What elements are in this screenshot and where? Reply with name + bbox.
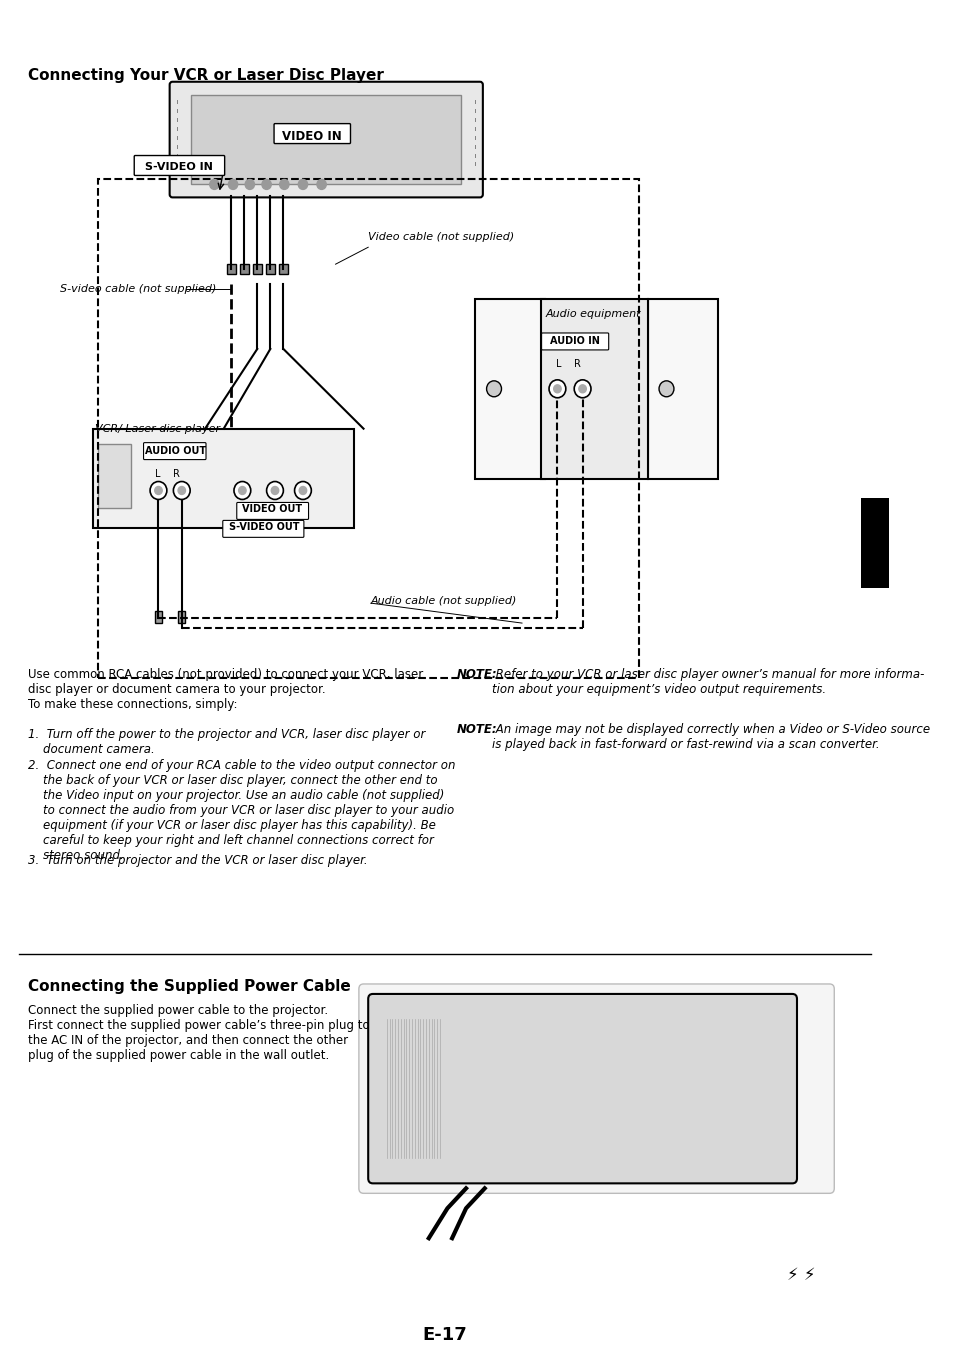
Text: Audio equipment: Audio equipment <box>545 309 640 319</box>
Circle shape <box>245 179 254 190</box>
Text: ⚡ ⚡: ⚡ ⚡ <box>786 1266 815 1285</box>
FancyBboxPatch shape <box>541 333 608 350</box>
FancyBboxPatch shape <box>143 442 206 460</box>
Text: VCR/ Laser disc player: VCR/ Laser disc player <box>95 423 220 434</box>
Circle shape <box>279 179 289 190</box>
FancyBboxPatch shape <box>236 503 308 519</box>
Text: Connect the supplied power cable to the projector.
First connect the supplied po: Connect the supplied power cable to the … <box>28 1004 369 1062</box>
Circle shape <box>578 384 586 392</box>
Bar <box>239 264 249 274</box>
Circle shape <box>486 381 501 396</box>
Circle shape <box>210 179 219 190</box>
Circle shape <box>266 481 283 500</box>
Bar <box>265 264 274 274</box>
Circle shape <box>553 384 560 392</box>
Circle shape <box>271 487 278 495</box>
Bar <box>93 429 354 528</box>
FancyBboxPatch shape <box>368 993 796 1184</box>
Text: S-VIDEO IN: S-VIDEO IN <box>145 162 213 171</box>
Text: An image may not be displayed correctly when a Video or S-Video source
is played: An image may not be displayed correctly … <box>492 723 929 751</box>
Circle shape <box>316 179 326 190</box>
Bar <box>278 264 288 274</box>
Circle shape <box>238 487 246 495</box>
Text: 1.  Turn off the power to the projector and VCR, laser disc player or
    docume: 1. Turn off the power to the projector a… <box>28 728 425 756</box>
Bar <box>98 179 638 678</box>
Text: NOTE:: NOTE: <box>456 669 497 681</box>
Text: Use common RCA cables (not provided) to connect your VCR, laser
disc player or d: Use common RCA cables (not provided) to … <box>28 669 423 710</box>
FancyBboxPatch shape <box>274 124 350 143</box>
FancyBboxPatch shape <box>223 520 304 538</box>
FancyBboxPatch shape <box>134 155 224 175</box>
Bar <box>191 94 461 185</box>
Text: Refer to your VCR or laser disc player owner’s manual for more informa-
tion abo: Refer to your VCR or laser disc player o… <box>492 669 923 696</box>
Circle shape <box>178 487 185 495</box>
Circle shape <box>549 380 565 398</box>
Bar <box>226 264 235 274</box>
Circle shape <box>298 179 307 190</box>
Circle shape <box>173 481 190 500</box>
FancyBboxPatch shape <box>170 82 482 197</box>
Bar <box>861 499 888 588</box>
Text: AUDIO OUT: AUDIO OUT <box>145 446 206 456</box>
Text: 3.  Turn on the projector and the VCR or laser disc player.: 3. Turn on the projector and the VCR or … <box>28 855 367 867</box>
Bar <box>540 299 647 479</box>
FancyBboxPatch shape <box>358 984 834 1193</box>
Circle shape <box>262 179 271 190</box>
Bar <box>178 611 185 623</box>
Circle shape <box>154 487 162 495</box>
Circle shape <box>150 481 167 500</box>
Text: E-17: E-17 <box>422 1326 467 1344</box>
Text: Audio cable (not supplied): Audio cable (not supplied) <box>371 596 517 607</box>
Text: L    R: L R <box>155 469 180 479</box>
Circle shape <box>228 179 237 190</box>
Circle shape <box>233 481 251 500</box>
Bar <box>98 443 131 508</box>
Bar <box>475 299 545 479</box>
Circle shape <box>299 487 306 495</box>
Text: S-VIDEO OUT: S-VIDEO OUT <box>229 523 298 532</box>
Bar <box>647 299 717 479</box>
Text: 2.  Connect one end of your RCA cable to the video output connector on
    the b: 2. Connect one end of your RCA cable to … <box>28 759 455 861</box>
Circle shape <box>574 380 590 398</box>
Bar <box>154 611 162 623</box>
Text: Video cable (not supplied): Video cable (not supplied) <box>368 232 514 243</box>
Text: Connecting Your VCR or Laser Disc Player: Connecting Your VCR or Laser Disc Player <box>28 67 383 82</box>
Text: VIDEO IN: VIDEO IN <box>282 129 342 143</box>
Text: Connecting the Supplied Power Cable: Connecting the Supplied Power Cable <box>28 979 351 993</box>
Text: S-video cable (not supplied): S-video cable (not supplied) <box>60 284 215 294</box>
Bar <box>253 264 262 274</box>
Circle shape <box>659 381 673 396</box>
Text: AUDIO IN: AUDIO IN <box>550 336 599 346</box>
Text: VIDEO OUT: VIDEO OUT <box>242 504 302 515</box>
Circle shape <box>294 481 311 500</box>
Text: NOTE:: NOTE: <box>456 723 497 736</box>
Text: L    R: L R <box>556 359 580 369</box>
